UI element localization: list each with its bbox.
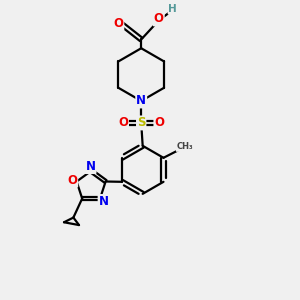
Text: N: N — [99, 195, 109, 208]
Text: O: O — [118, 116, 128, 129]
Text: CH₃: CH₃ — [176, 142, 193, 151]
Text: O: O — [67, 173, 77, 187]
Text: O: O — [154, 13, 164, 26]
Text: S: S — [137, 116, 146, 129]
Text: O: O — [154, 116, 164, 129]
Text: O: O — [113, 17, 123, 30]
Text: N: N — [136, 94, 146, 107]
Text: H: H — [169, 4, 177, 14]
Text: N: N — [85, 160, 95, 173]
